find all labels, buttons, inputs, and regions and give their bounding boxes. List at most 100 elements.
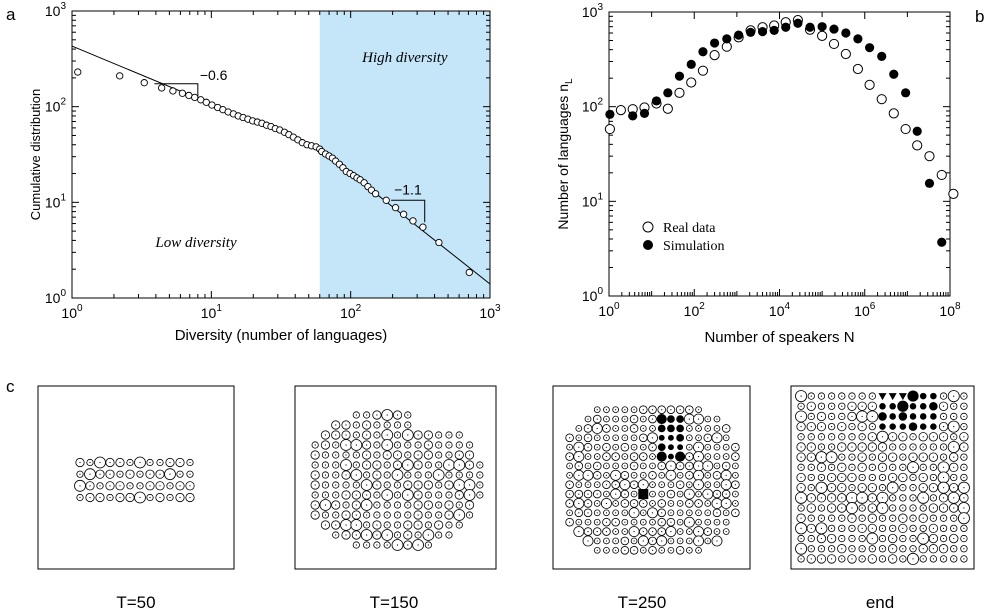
- panel-b-xtick-label-base: 10: [684, 303, 700, 319]
- panel-b-xtick-label: 102: [684, 301, 706, 319]
- lattice-site-center: [438, 534, 440, 536]
- lattice-site-center: [624, 540, 626, 542]
- panel-b-ytick-label: 100: [582, 286, 604, 304]
- lattice-site-center: [800, 446, 802, 448]
- lattice-site-center: [427, 514, 429, 516]
- lattice-site-center: [355, 484, 357, 486]
- lattice-site-center: [716, 540, 718, 542]
- lattice-site-center: [800, 497, 802, 499]
- lattice-site-center: [605, 418, 608, 420]
- y-axis-label-main: Number of languages n: [555, 84, 571, 230]
- lattice-site-center: [881, 476, 884, 479]
- lattice-site-center: [831, 446, 833, 448]
- simulation-point: [605, 109, 615, 119]
- lattice-site-center: [942, 395, 945, 397]
- lattice-site-center: [810, 487, 812, 489]
- real-data-point: [686, 77, 697, 88]
- lattice-site-filled: [879, 403, 886, 410]
- lattice-site-center: [417, 454, 419, 456]
- lattice-site-center: [831, 487, 833, 489]
- lattice-site-center: [661, 512, 663, 514]
- lattice-site-center: [942, 527, 945, 529]
- lattice-site-center: [578, 512, 580, 514]
- lattice-site-center: [912, 537, 914, 540]
- simulation-point: [628, 111, 638, 121]
- lattice-site-center: [922, 466, 924, 468]
- lattice-site-center: [861, 476, 863, 479]
- lattice-site-center: [642, 549, 644, 551]
- simulation-point: [781, 22, 791, 32]
- lattice-site-center: [902, 558, 904, 560]
- lattice-site-center: [109, 485, 111, 487]
- lattice-site-center: [679, 484, 681, 486]
- lattice-site-center: [892, 517, 894, 519]
- high-diversity-label: High diversity: [361, 50, 448, 66]
- lattice-site-center: [679, 474, 681, 476]
- lattice-site-center: [569, 474, 571, 476]
- simulation-point: [663, 88, 673, 98]
- lattice-site-center: [427, 434, 429, 436]
- lattice-site-center: [932, 497, 934, 499]
- panel-a-ytick-label-exponent: 3: [60, 1, 66, 12]
- lattice-site-center: [427, 474, 429, 476]
- lattice-site-center: [587, 540, 589, 542]
- panel-a-points: [74, 68, 473, 277]
- lattice-site-center: [661, 530, 663, 533]
- lattice-site-center: [861, 537, 863, 540]
- high-diversity-region: [319, 11, 490, 298]
- snapshot-label-t150: T=150: [370, 593, 419, 610]
- lattice-site-center: [139, 485, 141, 487]
- lattice-site-center: [438, 484, 440, 486]
- lattice-site-filled: [907, 390, 919, 402]
- lattice-site-center: [596, 493, 598, 495]
- lattice-site-center: [386, 464, 388, 466]
- lattice-site-center: [953, 507, 955, 509]
- lattice-site-center: [912, 548, 914, 550]
- simulation-point: [924, 178, 935, 188]
- lattice-site-center: [953, 558, 955, 560]
- lattice-site-center: [679, 540, 681, 542]
- lattice-site-center: [716, 427, 718, 430]
- lattice-site-center: [624, 409, 626, 411]
- lattice-site-center: [688, 409, 690, 411]
- lattice-site-center: [841, 537, 843, 540]
- lattice-site-center: [716, 474, 718, 476]
- lattice-site-filled: [657, 424, 666, 433]
- lattice-site-center: [810, 436, 812, 438]
- lattice-site-center: [355, 494, 357, 496]
- lattice-site-center: [942, 426, 945, 428]
- lattice-site-center: [642, 409, 644, 411]
- lattice-site-center: [688, 474, 690, 476]
- simulation-point: [829, 24, 839, 34]
- lattice-site-center: [624, 455, 626, 458]
- lattice-site-center: [841, 446, 843, 448]
- lattice-site-center: [335, 504, 337, 506]
- lattice-site-center: [707, 521, 709, 523]
- lattice-site-center: [468, 484, 471, 486]
- lattice-site-center: [851, 548, 853, 550]
- lattice-site-center: [578, 484, 580, 486]
- lattice-site-center: [688, 521, 690, 523]
- lattice-site-center: [892, 487, 894, 489]
- lattice-site-center: [396, 454, 399, 456]
- lattice-site-center: [651, 512, 654, 514]
- lattice-site-center: [587, 502, 589, 505]
- lattice-site-center: [642, 427, 644, 430]
- lattice-site-center: [79, 473, 81, 475]
- lattice-site-center: [345, 424, 347, 426]
- lattice-site-center: [448, 434, 450, 436]
- lattice-site-center: [963, 446, 965, 448]
- lattice-site-center: [841, 476, 843, 479]
- lattice-site-center: [912, 527, 914, 529]
- lattice-site-center: [427, 484, 429, 486]
- lattice-site-center: [366, 444, 368, 446]
- lattice-site-center: [366, 484, 368, 486]
- lattice-site-center: [820, 476, 823, 479]
- lattice-site-center: [615, 418, 617, 420]
- lattice-site-center: [386, 514, 388, 516]
- slope-triangle-2: [391, 199, 426, 223]
- lattice-site-center: [615, 427, 617, 430]
- lattice-site-center: [953, 415, 955, 418]
- lattice-site-center: [688, 446, 690, 448]
